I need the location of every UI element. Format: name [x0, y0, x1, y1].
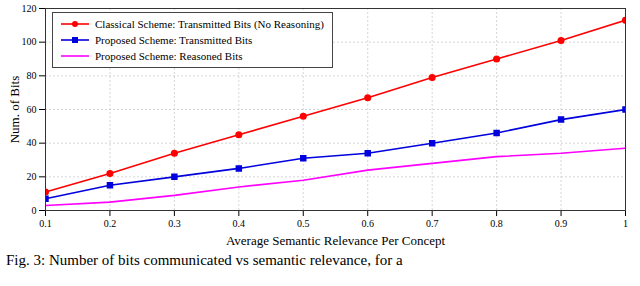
- svg-text:0.2: 0.2: [104, 218, 117, 229]
- svg-text:Num. of Bits: Num. of Bits: [7, 76, 22, 144]
- html-text:Fig. 3: Number of bits communi: Fig. 3: Number of bits communicated vs s…: [6, 252, 403, 268]
- html-text:Classical Scheme: Transmitted: Classical Scheme: Transmitted Bits (No R…: [95, 18, 324, 30]
- svg-text:0.4: 0.4: [233, 218, 246, 229]
- svg-text:0.9: 0.9: [555, 218, 568, 229]
- svg-text:0.3: 0.3: [168, 218, 181, 229]
- svg-text:Average Semantic Relevance Per: Average Semantic Relevance Per Concept: [226, 233, 446, 248]
- svg-text:0.8: 0.8: [490, 218, 503, 229]
- svg-text:0.7: 0.7: [426, 218, 439, 229]
- svg-text:80: 80: [27, 70, 37, 81]
- svg-text:60: 60: [27, 104, 37, 115]
- html-text:Proposed Scheme: Reasoned Bits: Proposed Scheme: Reasoned Bits: [95, 50, 243, 62]
- html-text:Proposed Scheme: Transmitted B: Proposed Scheme: Transmitted Bits: [95, 34, 253, 46]
- svg-text:120: 120: [22, 3, 37, 14]
- svg-text:0.6: 0.6: [361, 218, 374, 229]
- svg-text:100: 100: [22, 36, 37, 47]
- svg-text:1: 1: [623, 218, 628, 229]
- svg-text:0.1: 0.1: [39, 218, 52, 229]
- svg-text:40: 40: [27, 137, 37, 148]
- svg-text:0: 0: [32, 205, 37, 216]
- svg-text:0.5: 0.5: [297, 218, 310, 229]
- svg-text:20: 20: [27, 171, 37, 182]
